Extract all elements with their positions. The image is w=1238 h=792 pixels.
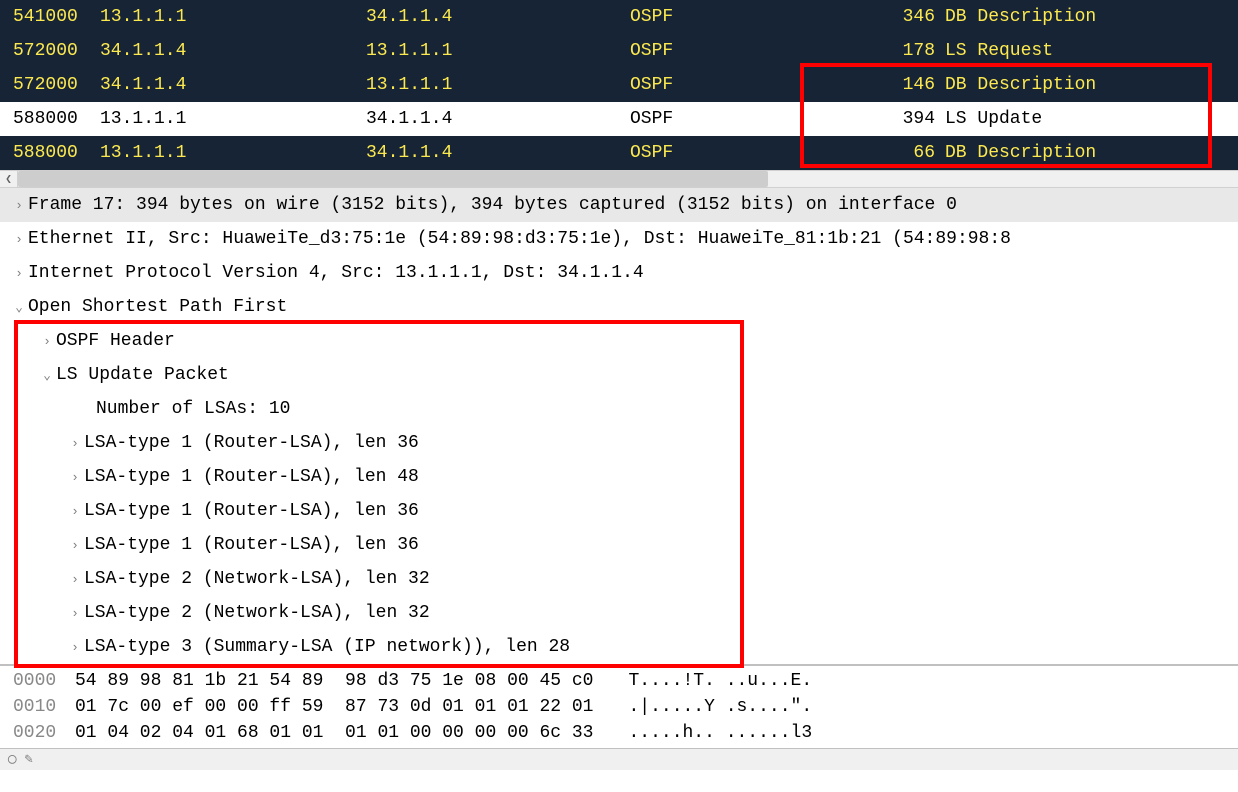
details-text: LS Update Packet [56,365,229,385]
details-lsa-line[interactable]: ›LSA-type 3 (Summary-LSA (IP network)), … [0,630,1238,664]
hex-offset: 0020 [0,723,70,743]
expand-icon[interactable]: › [10,266,28,281]
details-lsa-line[interactable]: ›LSA-type 2 (Network-LSA), len 32 [0,596,1238,630]
packet-list-horizontal-scrollbar[interactable]: ❮ [0,170,1238,188]
details-ospf-header-line[interactable]: ›OSPF Header [0,324,1238,358]
details-text: OSPF Header [56,331,175,351]
col-info: DB Description [935,143,1238,163]
col-length: 346 [875,7,935,27]
col-source: 34.1.1.4 [100,75,366,95]
hex-offset: 0010 [0,697,70,717]
hex-line[interactable]: 002001 04 02 04 01 68 01 01 01 01 00 00 … [0,720,1238,746]
hex-ascii: .....h.. ......l3 [593,723,812,743]
col-protocol: OSPF [630,7,875,27]
col-time: 572000 [13,41,100,61]
details-text: Ethernet II, Src: HuaweiTe_d3:75:1e (54:… [28,229,1011,249]
hex-bytes: 01 7c 00 ef 00 00 ff 59 87 73 0d 01 01 0… [70,697,593,717]
details-lsa-line[interactable]: ›LSA-type 2 (Network-LSA), len 32 [0,562,1238,596]
packet-row[interactable]: 57200034.1.1.413.1.1.1OSPF178LS Request [0,34,1238,68]
expand-icon[interactable]: › [66,572,84,587]
details-ethernet-line[interactable]: ›Ethernet II, Src: HuaweiTe_d3:75:1e (54… [0,222,1238,256]
col-length: 66 [875,143,935,163]
details-text: LSA-type 1 (Router-LSA), len 48 [84,467,419,487]
scroll-thumb[interactable] [18,171,768,187]
expand-icon[interactable]: › [66,640,84,655]
col-protocol: OSPF [630,75,875,95]
details-ip-line[interactable]: ›Internet Protocol Version 4, Src: 13.1.… [0,256,1238,290]
hex-bytes: 01 04 02 04 01 68 01 01 01 01 00 00 00 0… [70,723,593,743]
col-source: 13.1.1.1 [100,143,366,163]
col-source: 13.1.1.1 [100,109,366,129]
scroll-left-arrow-icon[interactable]: ❮ [0,171,18,187]
expand-icon[interactable]: › [66,504,84,519]
details-text: LSA-type 1 (Router-LSA), len 36 [84,433,419,453]
details-text: LSA-type 2 (Network-LSA), len 32 [84,569,430,589]
col-time: 572000 [13,75,100,95]
details-text: Number of LSAs: 10 [96,399,290,419]
col-time: 588000 [13,109,100,129]
col-destination: 34.1.1.4 [366,143,630,163]
hex-ascii: .|.....Y .s....". [593,697,812,717]
col-protocol: OSPF [630,109,875,129]
expand-icon[interactable]: › [66,436,84,451]
scroll-track[interactable] [18,171,1238,187]
expand-icon[interactable]: › [10,232,28,247]
status-bar: ◯ ✎ [0,748,1238,770]
packet-list-pane: 54100013.1.1.134.1.1.4OSPF346DB Descript… [0,0,1238,188]
col-length: 394 [875,109,935,129]
details-text: Open Shortest Path First [28,297,287,317]
expand-icon[interactable]: › [66,606,84,621]
details-text: Internet Protocol Version 4, Src: 13.1.1… [28,263,644,283]
hex-line[interactable]: 001001 7c 00 ef 00 00 ff 59 87 73 0d 01 … [0,694,1238,720]
expand-icon[interactable]: › [38,334,56,349]
col-destination: 13.1.1.1 [366,75,630,95]
packet-row[interactable]: 54100013.1.1.134.1.1.4OSPF346DB Descript… [0,0,1238,34]
col-time: 541000 [13,7,100,27]
col-length: 178 [875,41,935,61]
packet-row[interactable]: 58800013.1.1.134.1.1.4OSPF66DB Descripti… [0,136,1238,170]
details-frame-line[interactable]: ›Frame 17: 394 bytes on wire (3152 bits)… [0,188,1238,222]
packet-row[interactable]: 58800013.1.1.134.1.1.4OSPF394LS Update [0,102,1238,136]
details-text: Frame 17: 394 bytes on wire (3152 bits),… [28,195,957,215]
search-icon[interactable]: ◯ [8,751,16,768]
col-info: DB Description [935,75,1238,95]
col-destination: 34.1.1.4 [366,109,630,129]
hex-bytes: 54 89 98 81 1b 21 54 89 98 d3 75 1e 08 0… [70,671,593,691]
hex-ascii: T....!T. ..u...E. [593,671,812,691]
details-num-lsas-line[interactable]: Number of LSAs: 10 [0,392,1238,426]
col-source: 13.1.1.1 [100,7,366,27]
details-lsa-line[interactable]: ›LSA-type 1 (Router-LSA), len 36 [0,528,1238,562]
details-ospf-line[interactable]: ⌄Open Shortest Path First [0,290,1238,324]
expand-icon[interactable]: › [10,198,28,213]
col-info: LS Request [935,41,1238,61]
col-info: DB Description [935,7,1238,27]
details-lsa-line[interactable]: ›LSA-type 1 (Router-LSA), len 48 [0,460,1238,494]
col-destination: 13.1.1.1 [366,41,630,61]
col-protocol: OSPF [630,41,875,61]
col-protocol: OSPF [630,143,875,163]
details-text: LSA-type 1 (Router-LSA), len 36 [84,501,419,521]
details-ls-update-line[interactable]: ⌄LS Update Packet [0,358,1238,392]
hex-dump-pane: 000054 89 98 81 1b 21 54 89 98 d3 75 1e … [0,665,1238,748]
collapse-icon[interactable]: ⌄ [10,300,28,315]
col-time: 588000 [13,143,100,163]
col-length: 146 [875,75,935,95]
col-source: 34.1.1.4 [100,41,366,61]
hex-line[interactable]: 000054 89 98 81 1b 21 54 89 98 d3 75 1e … [0,668,1238,694]
details-text: LSA-type 1 (Router-LSA), len 36 [84,535,419,555]
details-text: LSA-type 2 (Network-LSA), len 32 [84,603,430,623]
details-text: LSA-type 3 (Summary-LSA (IP network)), l… [84,637,570,657]
col-info: LS Update [935,109,1238,129]
col-destination: 34.1.1.4 [366,7,630,27]
hex-offset: 0000 [0,671,70,691]
expand-icon[interactable]: › [66,538,84,553]
collapse-icon[interactable]: ⌄ [38,368,56,383]
packet-details-pane: ›Frame 17: 394 bytes on wire (3152 bits)… [0,188,1238,665]
details-lsa-line[interactable]: ›LSA-type 1 (Router-LSA), len 36 [0,494,1238,528]
notes-icon[interactable]: ✎ [24,751,32,768]
details-lsa-line[interactable]: ›LSA-type 1 (Router-LSA), len 36 [0,426,1238,460]
expand-icon[interactable]: › [66,470,84,485]
packet-row[interactable]: 57200034.1.1.413.1.1.1OSPF146DB Descript… [0,68,1238,102]
